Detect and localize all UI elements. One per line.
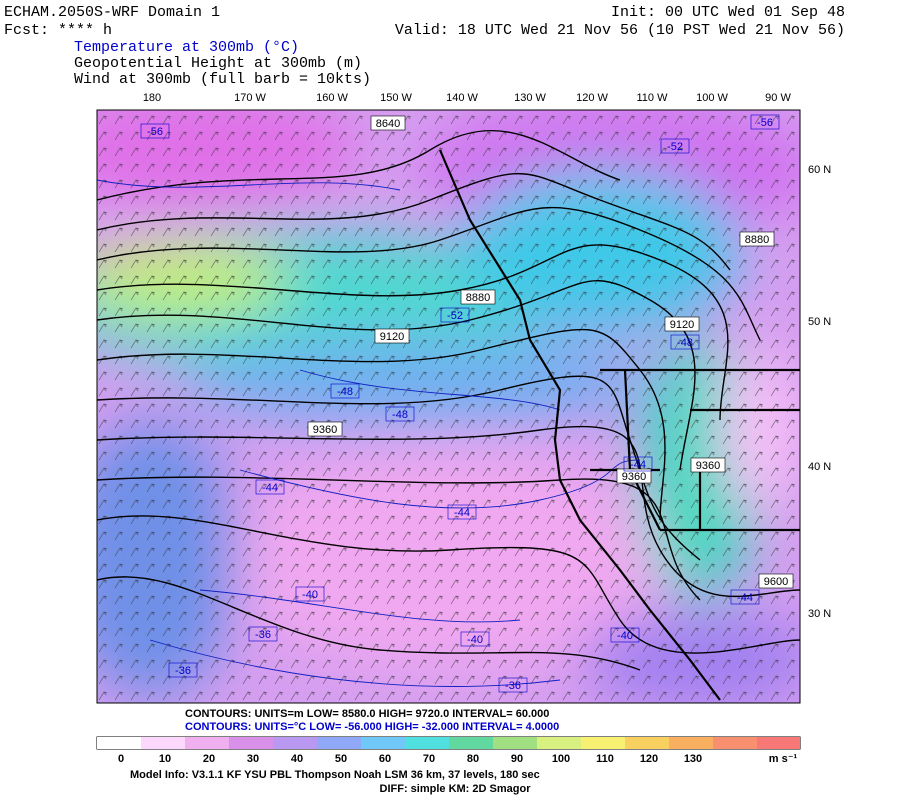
temperature-label-box	[623, 456, 653, 472]
height-label: 9120	[380, 331, 404, 343]
map-area	[97, 110, 800, 703]
temperature-label-box	[498, 677, 528, 693]
colorbar-label: 80	[467, 753, 479, 765]
temperature-label: -36	[255, 629, 271, 641]
temperature-label: -52	[667, 141, 683, 153]
temperature-label: -56	[147, 126, 163, 138]
latitude-label: 40 N	[808, 461, 831, 473]
colorbar-label: 20	[203, 753, 215, 765]
longitude-label: 150 W	[380, 92, 412, 104]
longitude-label: 100 W	[696, 92, 728, 104]
longitude-label: 120 W	[576, 92, 608, 104]
longitude-label: 140 W	[446, 92, 478, 104]
colorbar-label: 100	[552, 753, 570, 765]
temperature-label-box	[730, 589, 760, 605]
height-label: 9360	[622, 471, 646, 483]
colorbar-label: 70	[423, 753, 435, 765]
temperature-label-box	[255, 479, 285, 495]
temperature-legend: CONTOURS: UNITS=°C LOW= -56.000 HIGH= -3…	[185, 721, 559, 733]
temperature-label-box	[168, 662, 198, 678]
height-label-box	[374, 328, 410, 344]
colorbar	[97, 737, 800, 749]
temperature-label-box	[440, 307, 470, 323]
height-label: 8880	[466, 292, 490, 304]
longitude-label: 130 W	[514, 92, 546, 104]
temperature-label-box	[248, 626, 278, 642]
height-label: 9360	[313, 424, 337, 436]
colorbar-label: 0	[118, 753, 124, 765]
colorbar-label: 130	[684, 753, 702, 765]
model-info: Model Info: V3.1.1 KF YSU PBL Thompson N…	[130, 769, 540, 781]
colorbar-label: 110	[596, 753, 614, 765]
temperature-label-box	[140, 123, 170, 139]
temperature-label: -56	[757, 117, 773, 129]
temperature-label: -36	[505, 680, 521, 692]
height-label-box	[616, 468, 652, 484]
temperature-label: -48	[392, 409, 408, 421]
temperature-label: -44	[454, 507, 470, 519]
height-legend: CONTOURS: UNITS=m LOW= 8580.0 HIGH= 9720…	[185, 708, 549, 720]
diffusion-info: DIFF: simple KM: 2D Smagor	[380, 783, 532, 795]
temperature-label-box	[460, 631, 490, 647]
height-label-box	[370, 115, 406, 131]
temperature-label-box	[660, 138, 690, 154]
longitude-label: 180	[143, 92, 161, 104]
colorbar-label: 10	[159, 753, 171, 765]
height-label-box	[739, 231, 775, 247]
model-title: ECHAM.2050S-WRF Domain 1	[4, 4, 220, 21]
temperature-label-box	[295, 586, 325, 602]
temperature-label: -40	[302, 589, 318, 601]
map-frame	[96, 109, 801, 704]
colorbar-label: 30	[247, 753, 259, 765]
temperature-label: -48	[677, 337, 693, 349]
height-label: 8880	[745, 234, 769, 246]
colorbar-label: 120	[640, 753, 658, 765]
temperature-label: -52	[447, 310, 463, 322]
temperature-label: -40	[617, 630, 633, 642]
temperature-label: -44	[737, 592, 753, 604]
temperature-label-box	[447, 504, 477, 520]
temperature-label: -36	[175, 665, 191, 677]
temperature-label-box	[610, 627, 640, 643]
height-label: 9360	[696, 460, 720, 472]
latitude-label: 30 N	[808, 608, 831, 620]
latitude-label: 60 N	[808, 164, 831, 176]
temperature-label: -40	[467, 634, 483, 646]
height-label-box	[664, 316, 700, 332]
temperature-label: -48	[337, 386, 353, 398]
init-time: Init: 00 UTC Wed 01 Sep 48	[611, 4, 845, 21]
height-label-box	[307, 421, 343, 437]
temperature-label: -44	[630, 459, 646, 471]
colorbar-unit: m s⁻¹	[769, 753, 798, 765]
colorbar-label: 90	[511, 753, 523, 765]
height-label: 8640	[376, 118, 400, 130]
height-label-box	[690, 457, 726, 473]
latitude-label: 50 N	[808, 316, 831, 328]
longitude-label: 160 W	[316, 92, 348, 104]
colorbar-label: 50	[335, 753, 347, 765]
forecast-hour: Fcst: **** h	[4, 22, 112, 39]
height-label: 9120	[670, 319, 694, 331]
height-label: 9600	[764, 576, 788, 588]
height-label-box	[460, 289, 496, 305]
height-label-box	[758, 573, 794, 589]
field-title: Temperature at 300mb (°C)	[74, 39, 299, 56]
temperature-label-box	[670, 334, 700, 350]
temperature-label-box	[330, 383, 360, 399]
field-title: Geopotential Height at 300mb (m)	[74, 55, 362, 72]
temperature-label-box	[385, 406, 415, 422]
longitude-label: 170 W	[234, 92, 266, 104]
temperature-label-box	[750, 114, 780, 130]
longitude-label: 110 W	[637, 92, 669, 104]
valid-time: Valid: 18 UTC Wed 21 Nov 56 (10 PST Wed …	[395, 22, 845, 39]
colorbar-label: 40	[291, 753, 303, 765]
colorbar-label: 60	[379, 753, 391, 765]
longitude-label: 90 W	[765, 92, 791, 104]
field-title: Wind at 300mb (full barb = 10kts)	[74, 71, 371, 88]
temperature-label: -44	[262, 482, 278, 494]
